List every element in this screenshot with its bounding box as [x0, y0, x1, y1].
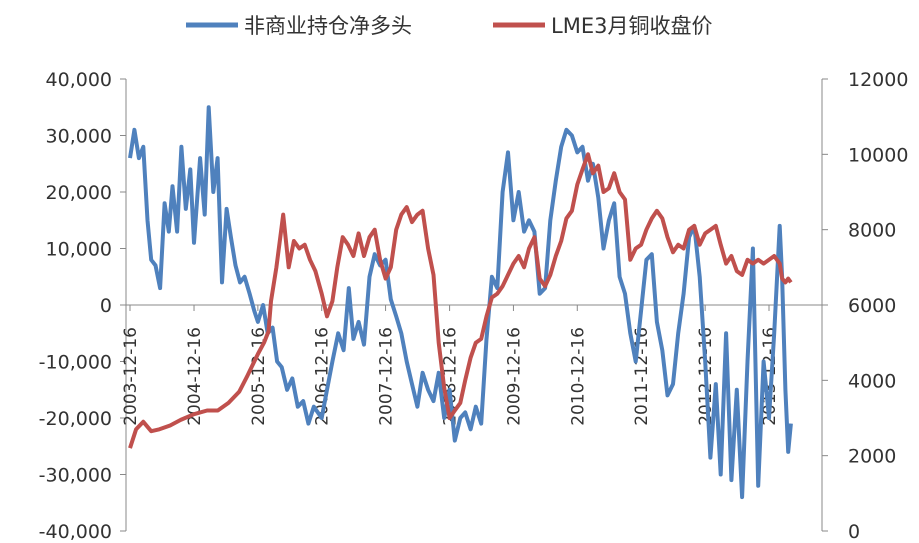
- left-tick-label: 30,000: [46, 126, 112, 148]
- left-tick-label: -10,000: [39, 352, 112, 374]
- right-tick-label: 6000: [848, 295, 896, 317]
- x-tick-label: 2009-12-16: [504, 327, 524, 426]
- x-tick-label: 2005-12-16: [249, 327, 269, 426]
- right-tick-label: 8000: [848, 220, 896, 242]
- legend-label-series-2: LME3月铜收盘价: [551, 14, 712, 38]
- x-axis-ticks: 2003-12-16 2004-12-16 2005-12-16 2006-12-16…: [121, 305, 780, 426]
- axes: [125, 79, 823, 531]
- left-tick-label: 10,000: [46, 239, 112, 261]
- series-line-net-long: [128, 105, 793, 500]
- right-axis-ticks: 12000 10000 8000 6000 4000 2000 0: [822, 69, 908, 543]
- x-tick-label: 2004-12-16: [185, 327, 205, 426]
- left-axis-ticks: 40,000 30,000 20,000 10,000 0 -10,000 -20,000 -…: [39, 69, 126, 543]
- right-tick-label: 12000: [848, 69, 908, 91]
- left-tick-label: -30,000: [39, 465, 112, 487]
- series-line-lme-copper: [128, 152, 793, 449]
- left-tick-label: -20,000: [39, 408, 112, 430]
- right-tick-label: 0: [848, 521, 860, 543]
- x-tick-label: 2006-12-16: [313, 327, 333, 426]
- x-tick-label: 2003-12-16: [121, 327, 141, 426]
- x-tick-label: 2010-12-16: [568, 327, 588, 426]
- x-tick-label: 2011-12-16: [632, 327, 652, 426]
- left-tick-label: 20,000: [46, 182, 112, 204]
- plot-area: [128, 105, 793, 500]
- x-tick-label: 2007-12-16: [377, 327, 397, 426]
- right-tick-label: 4000: [848, 370, 896, 392]
- left-tick-label: -40,000: [39, 521, 112, 543]
- legend: 非商业持仓净多头 LME3月铜收盘价: [186, 14, 712, 38]
- left-tick-label: 40,000: [46, 69, 112, 91]
- legend-label-series-1: 非商业持仓净多头: [244, 14, 412, 38]
- right-tick-label: 2000: [848, 446, 896, 468]
- left-tick-label: 0: [100, 295, 112, 317]
- right-tick-label: 10000: [848, 144, 908, 166]
